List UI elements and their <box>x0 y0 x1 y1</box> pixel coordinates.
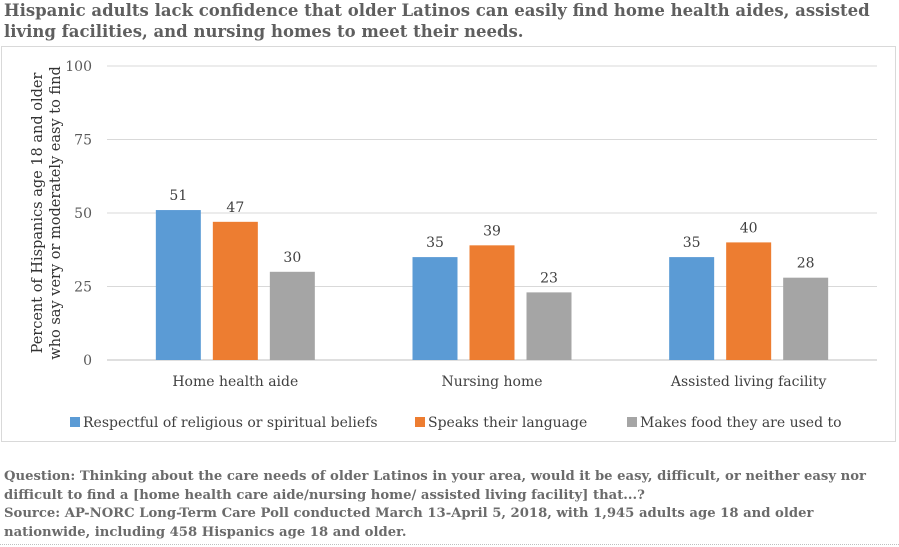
data-label-3-2: 40 <box>740 220 758 236</box>
y-axis-title-line-2: who say very or moderately easy to find <box>48 66 64 359</box>
y-tick-label-75: 75 <box>74 133 92 149</box>
x-tick-label-1: Home health aide <box>172 374 298 390</box>
bar-1-1 <box>155 210 201 360</box>
bar-1-3 <box>269 271 315 360</box>
x-tick-label-3: Assisted living facility <box>670 374 827 390</box>
legend-label-1: Respectful of religious or spiritual bel… <box>83 415 378 431</box>
data-label-2-3: 23 <box>540 270 558 286</box>
legend-label-3: Makes food they are used to <box>640 415 842 431</box>
bar-1-2 <box>212 221 258 360</box>
bar-2-1 <box>412 257 458 360</box>
data-label-3-1: 35 <box>683 235 701 251</box>
chart-frame <box>1 46 896 442</box>
y-tick-label-0: 0 <box>83 353 92 369</box>
data-label-2-2: 39 <box>483 223 501 239</box>
data-label-1-1: 51 <box>169 188 187 204</box>
legend-swatch-1 <box>70 417 80 427</box>
bottom-divider <box>0 544 899 545</box>
y-tick-label-25: 25 <box>74 280 92 296</box>
y-tick-label-100: 100 <box>65 59 92 75</box>
data-label-1-2: 47 <box>226 200 244 216</box>
question-note: Question: Thinking about the care needs … <box>4 469 866 503</box>
bar-2-3 <box>526 292 572 360</box>
chart-notes: Question: Thinking about the care needs … <box>4 468 894 542</box>
legend-swatch-3 <box>627 417 637 427</box>
data-label-3-3: 28 <box>797 256 815 272</box>
legend-label-2: Speaks their language <box>428 415 587 431</box>
legend-swatch-2 <box>415 417 425 427</box>
y-axis-title-line-1: Percent of Hispanics age 18 and older <box>30 73 46 354</box>
data-label-1-3: 30 <box>283 250 301 266</box>
bar-2-2 <box>469 245 515 360</box>
bar-3-2 <box>726 242 772 360</box>
bar-3-3 <box>783 277 829 360</box>
bar-chart: 0 25 50 75 100 Percent of Hispanics age 18 an… <box>30 59 877 431</box>
chart-title: Hispanic adults lack confidence that old… <box>4 1 870 41</box>
source-note: Source: AP-NORC Long-Term Care Poll cond… <box>4 506 814 540</box>
y-tick-label-50: 50 <box>74 206 92 222</box>
data-label-2-1: 35 <box>426 235 444 251</box>
x-tick-label-2: Nursing home <box>441 374 542 390</box>
bar-3-1 <box>669 257 715 360</box>
